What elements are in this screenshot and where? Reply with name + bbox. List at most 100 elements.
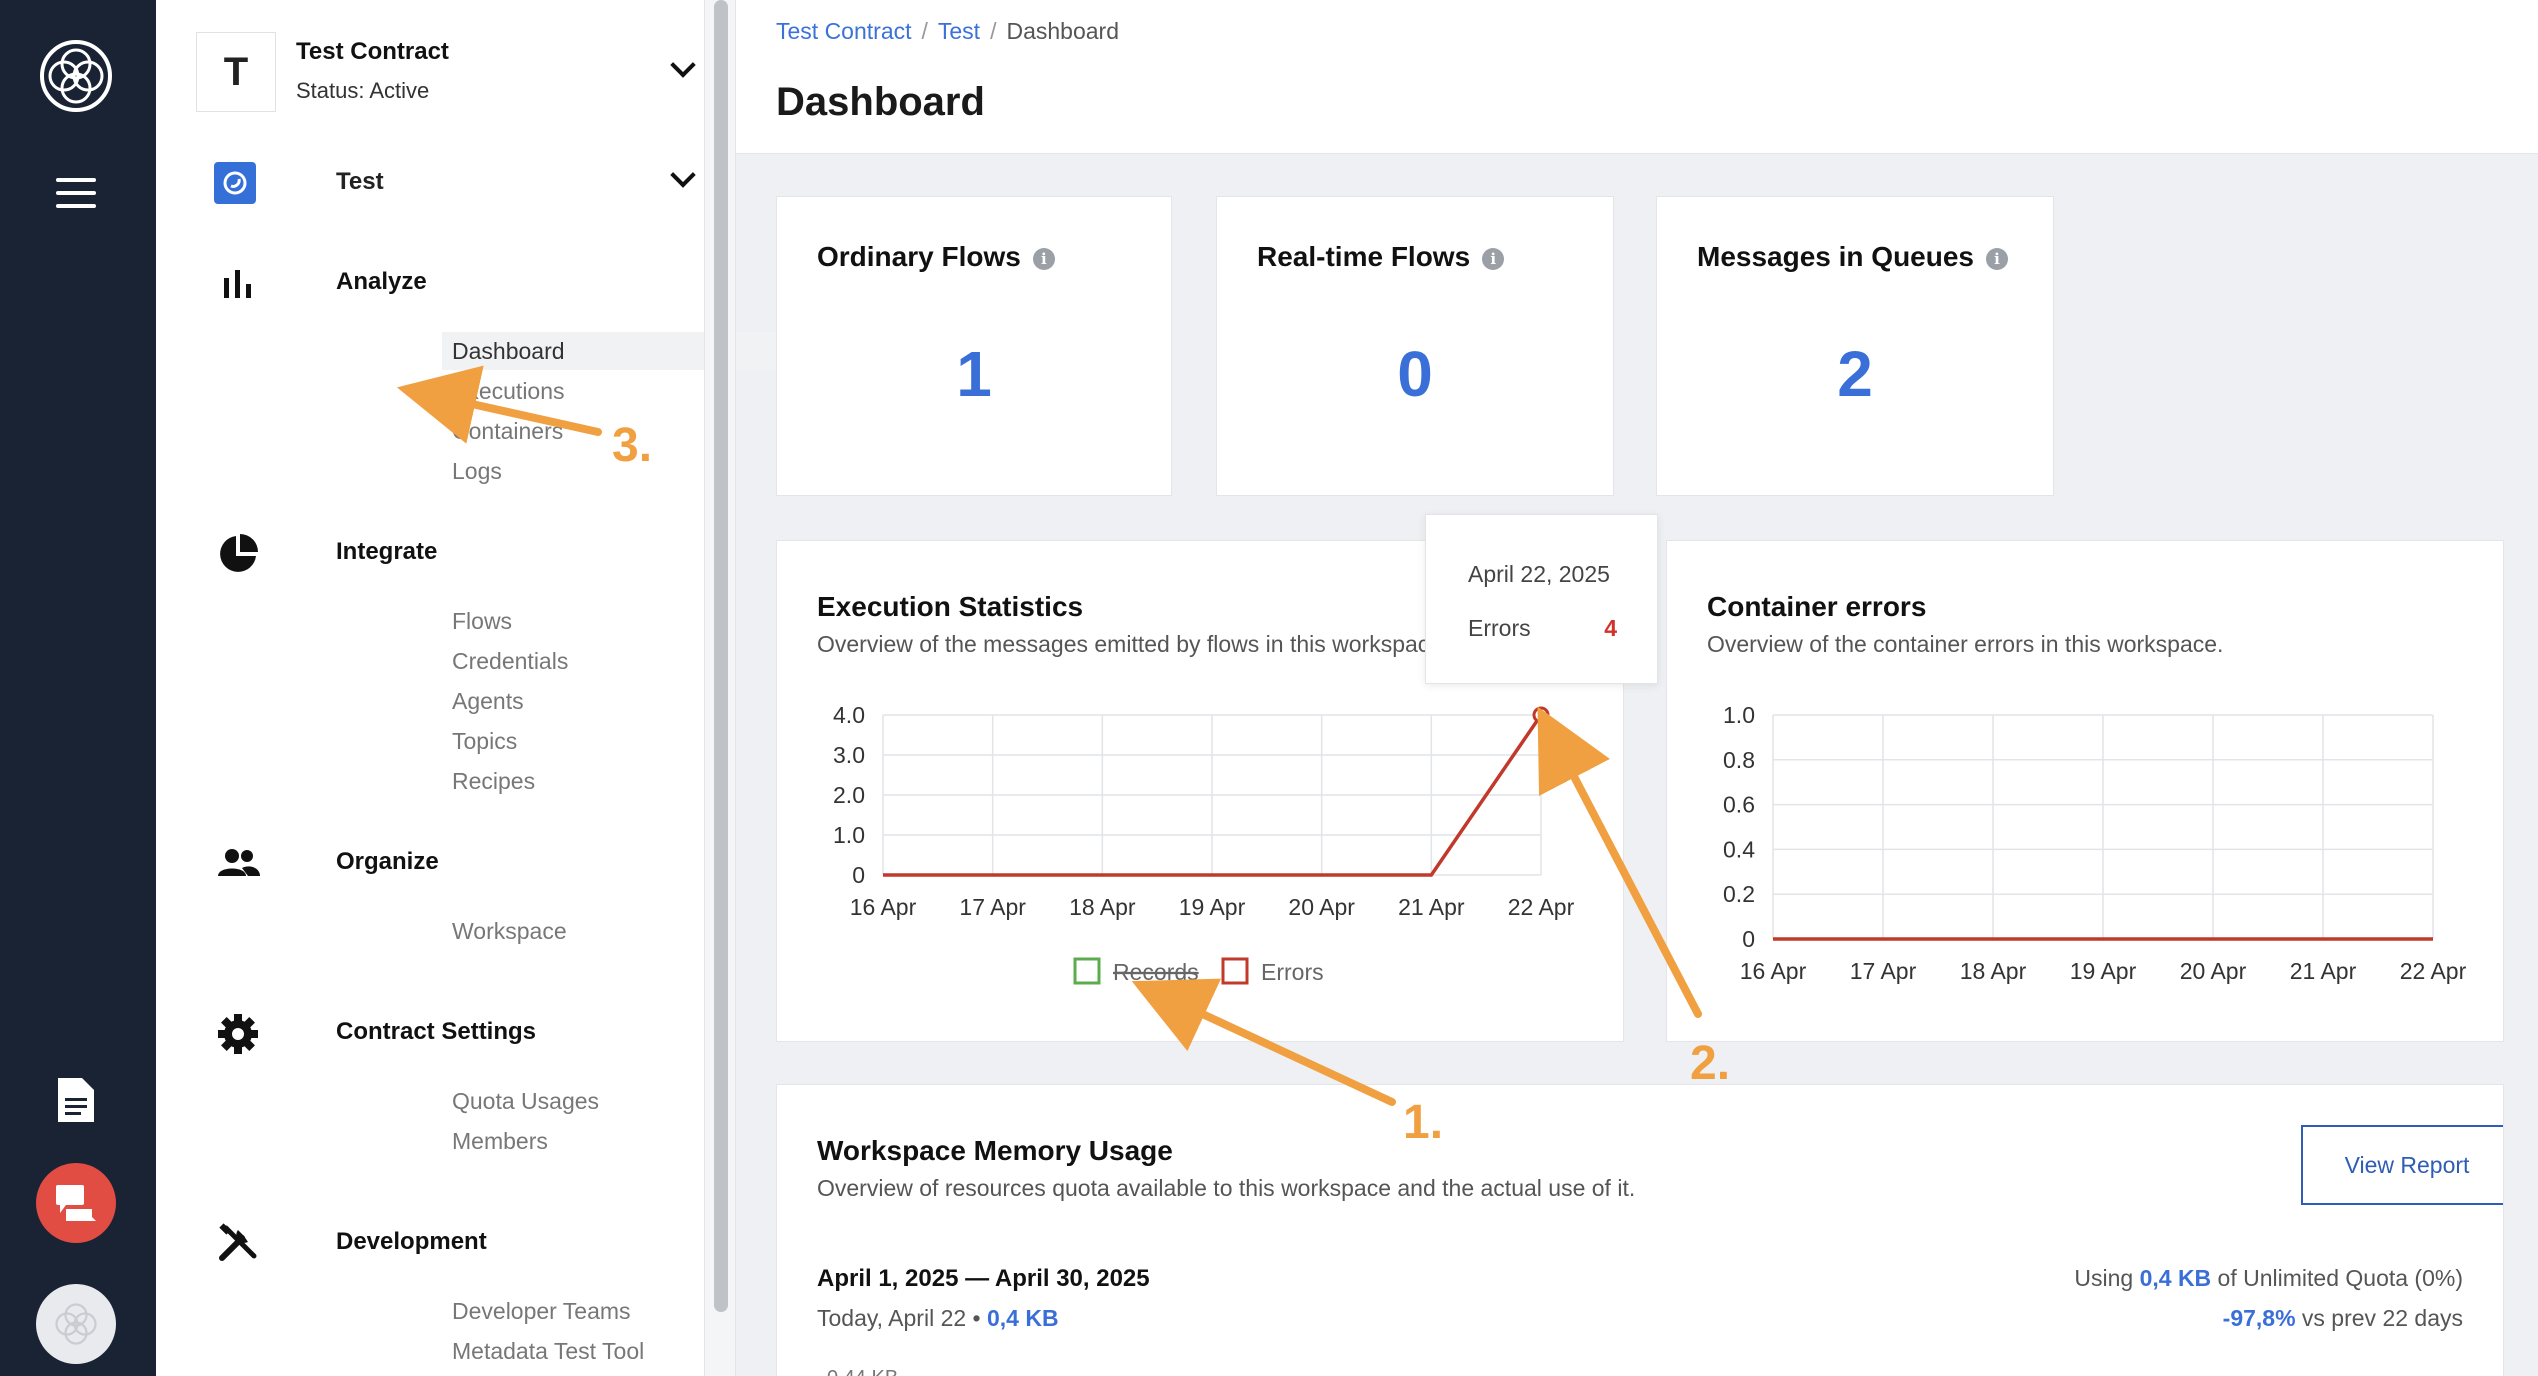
card-subtitle: Overview of the container errors in this… xyxy=(1707,631,2224,657)
app-logo-icon[interactable] xyxy=(36,36,116,116)
menu-icon[interactable] xyxy=(56,178,96,208)
nav-flows[interactable]: Flows xyxy=(452,608,513,634)
container-errors-card: Container errors Overview of the contain… xyxy=(1666,540,2504,1042)
main-content: Test Contract / Test / Dashboard Dashboard O… xyxy=(736,0,2538,1376)
annotation-label-1: 1. xyxy=(1403,1096,1444,1149)
view-report-button[interactable]: View Report xyxy=(2301,1125,2503,1205)
y-tick-label: 4.0 xyxy=(833,702,865,728)
contract-initial: T xyxy=(196,32,276,112)
contract-status: Status: Active xyxy=(296,78,430,103)
memory-date-range: April 1, 2025 — April 30, 2025 xyxy=(817,1265,1150,1292)
y-tick-label: 1.0 xyxy=(1723,702,1755,728)
y-tick-label: 0.2 xyxy=(1723,881,1755,907)
stat-value: 0 xyxy=(1397,338,1433,410)
x-tick-label: 20 Apr xyxy=(2180,958,2247,984)
card-title: Execution Statistics xyxy=(817,591,1084,622)
memory-usage-card: Workspace Memory Usage Overview of resou… xyxy=(776,1084,2504,1376)
x-tick-label: 17 Apr xyxy=(959,894,1026,920)
legend-label: Records xyxy=(1113,959,1199,985)
y-tick-label: 1.0 xyxy=(833,822,865,848)
nav-agents[interactable]: Agents xyxy=(452,688,524,714)
nav-logs[interactable]: Logs xyxy=(452,458,502,484)
y-tick-label: 2.0 xyxy=(833,782,865,808)
memory-quota-usage: Using 0,4 KB of Unlimited Quota (0%) xyxy=(2074,1265,2463,1292)
info-icon[interactable]: i xyxy=(1986,248,2009,270)
nav-containers[interactable]: Containers xyxy=(452,418,564,444)
legend-swatch xyxy=(1073,957,1101,985)
tools-icon xyxy=(219,1223,257,1261)
stat-card-ordinary-flows: Ordinary Flows i 1 xyxy=(776,196,1172,496)
tooltip-value: 4 xyxy=(1604,615,1617,641)
y-tick-label: 3.0 xyxy=(833,742,865,768)
nav-metadata-test-tool[interactable]: Metadata Test Tool xyxy=(452,1338,645,1364)
stat-label: Ordinary Flows xyxy=(817,241,1021,272)
breadcrumb-workspace[interactable]: Test xyxy=(937,18,981,44)
y-tick-label: 0.4 xyxy=(1723,836,1755,862)
container-errors-chart[interactable]: 0 0.2 0.4 0.6 0.8 1.0 16 Apr 17 Apr 18 Apr 19 Apr… xyxy=(1667,541,2505,1043)
pie-chart-icon xyxy=(220,534,258,572)
card-subtitle: Overview of resources quota available to… xyxy=(817,1175,1636,1201)
breadcrumb-separator: / xyxy=(990,18,997,44)
nav-members[interactable]: Members xyxy=(452,1128,548,1154)
user-avatar[interactable] xyxy=(36,1284,116,1364)
stat-label: Messages in Queues xyxy=(1697,241,1975,272)
x-tick-label: 17 Apr xyxy=(1850,958,1917,984)
gear-icon xyxy=(218,1014,258,1054)
x-tick-label: 21 Apr xyxy=(2290,958,2357,984)
stat-card-realtime-flows: Real-time Flows i 0 xyxy=(1216,196,1614,496)
memory-today-value: 0,4 KB xyxy=(987,1305,1059,1331)
info-icon[interactable]: i xyxy=(1032,248,1055,270)
stat-label: Real-time Flows xyxy=(1257,241,1471,272)
scrollbar-thumb[interactable] xyxy=(714,0,728,1312)
y-tick-label: 0.6 xyxy=(1723,792,1755,818)
breadcrumb-contract[interactable]: Test Contract xyxy=(776,18,912,44)
avatar-logo-icon xyxy=(55,1303,97,1345)
card-title: Container errors xyxy=(1707,591,1927,622)
workspace-name: Test xyxy=(336,168,384,195)
nav-quota-usages[interactable]: Quota Usages xyxy=(452,1088,600,1114)
nav-topics[interactable]: Topics xyxy=(452,728,518,754)
sidebar-scrollbar[interactable] xyxy=(704,0,736,1376)
section-integrate-label: Integrate xyxy=(336,538,438,565)
page-header: Test Contract / Test / Dashboard Dashboard xyxy=(736,0,2538,154)
chart-tooltip: April 22, 2025 Errors 4 xyxy=(1425,514,1658,684)
contract-name: Test Contract xyxy=(296,38,449,65)
x-tick-label: 18 Apr xyxy=(1960,958,2027,984)
nav-workspace[interactable]: Workspace xyxy=(452,918,567,944)
x-tick-label: 22 Apr xyxy=(2400,958,2467,984)
card-subtitle: Overview of the messages emitted by flow… xyxy=(817,631,1449,657)
chat-button[interactable] xyxy=(36,1163,116,1243)
stat-card-messages-in-queues: Messages in Queues i 2 xyxy=(1656,196,2054,496)
section-development-label: Development xyxy=(336,1228,487,1255)
memory-quota-label: of Unlimited Quota (0%) xyxy=(2211,1265,2463,1291)
nav-developer-teams[interactable]: Developer Teams xyxy=(452,1298,631,1324)
info-icon[interactable]: i xyxy=(1482,248,1505,270)
series-line xyxy=(883,714,1543,877)
memory-comparison-label: vs prev 22 days xyxy=(2295,1305,2463,1331)
stat-value: 2 xyxy=(1837,338,1873,410)
nav-recipes[interactable]: Recipes xyxy=(452,768,536,794)
chat-icon xyxy=(56,1185,96,1221)
section-contract-settings-label: Contract Settings xyxy=(336,1018,537,1045)
x-tick-label: 16 Apr xyxy=(1740,958,1807,984)
memory-axis-label: 0.44 KB xyxy=(827,1367,898,1376)
x-tick-label: 19 Apr xyxy=(1179,894,1246,920)
nav-credentials[interactable]: Credentials xyxy=(452,648,569,674)
sidebar: T Test Contract Status: Active Test Anal… xyxy=(156,0,792,1376)
people-icon xyxy=(218,849,260,876)
data-point-marker xyxy=(1532,706,1550,724)
legend-label: Errors xyxy=(1261,959,1324,985)
workspace-selector[interactable]: Test xyxy=(196,160,816,206)
memory-today-label: Today, April 22 • xyxy=(817,1305,987,1331)
memory-using-label: Using xyxy=(2074,1265,2140,1291)
chevron-down-icon[interactable] xyxy=(670,52,696,78)
y-tick-label: 0.8 xyxy=(1723,747,1755,773)
workspace-icon xyxy=(214,162,256,204)
document-icon[interactable] xyxy=(56,1076,96,1124)
contract-selector[interactable]: T Test Contract Status: Active xyxy=(196,32,816,112)
chevron-down-icon[interactable] xyxy=(670,162,696,188)
x-tick-label: 22 Apr xyxy=(1508,894,1575,920)
legend-swatch xyxy=(1221,957,1249,985)
card-title: Workspace Memory Usage xyxy=(817,1135,1173,1166)
nav-executions[interactable]: Executions xyxy=(452,378,565,404)
